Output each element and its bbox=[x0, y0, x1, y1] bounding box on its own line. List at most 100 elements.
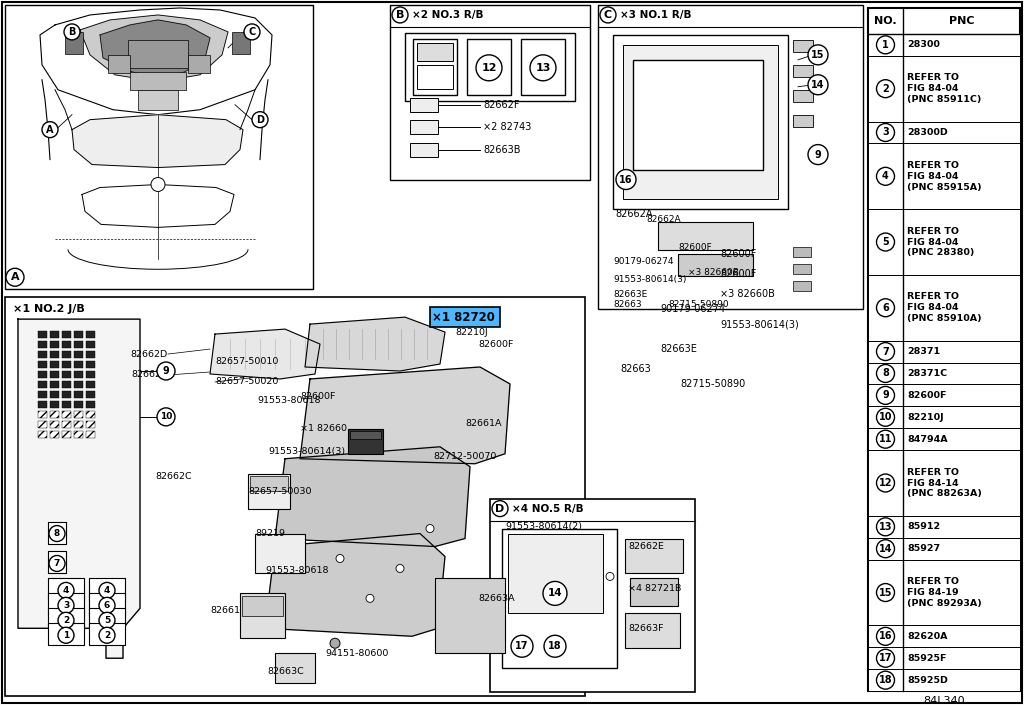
Text: 17: 17 bbox=[515, 641, 528, 651]
Text: 82715-50890: 82715-50890 bbox=[680, 379, 745, 389]
Circle shape bbox=[63, 24, 80, 40]
Circle shape bbox=[157, 408, 175, 426]
Bar bbox=[50, 391, 59, 398]
Text: 85925D: 85925D bbox=[907, 676, 948, 684]
Text: 82600F: 82600F bbox=[478, 339, 513, 349]
Bar bbox=[868, 385, 1020, 407]
Text: 13: 13 bbox=[536, 63, 551, 73]
Circle shape bbox=[877, 124, 895, 141]
Circle shape bbox=[808, 75, 828, 95]
Text: 94151-80600: 94151-80600 bbox=[325, 649, 388, 658]
Bar bbox=[188, 55, 210, 73]
Text: 90179-06274: 90179-06274 bbox=[660, 304, 725, 314]
Bar bbox=[86, 351, 95, 358]
Text: REFER TO
FIG 84-04
(PNC 28380): REFER TO FIG 84-04 (PNC 28380) bbox=[907, 227, 975, 257]
Bar bbox=[348, 429, 383, 454]
Text: 89219: 89219 bbox=[255, 529, 285, 538]
Bar bbox=[50, 411, 59, 418]
Text: 5: 5 bbox=[882, 237, 889, 247]
Text: 91553-80614(3): 91553-80614(3) bbox=[613, 275, 686, 284]
Circle shape bbox=[606, 573, 614, 580]
Text: ×1 NO.2 J/B: ×1 NO.2 J/B bbox=[13, 304, 85, 314]
Circle shape bbox=[58, 583, 74, 598]
Bar bbox=[868, 626, 1020, 648]
Polygon shape bbox=[100, 20, 210, 78]
Circle shape bbox=[336, 554, 344, 563]
Bar bbox=[48, 578, 84, 600]
Text: ×1 82720: ×1 82720 bbox=[432, 310, 495, 324]
Bar bbox=[86, 371, 95, 378]
Circle shape bbox=[877, 474, 895, 492]
Bar bbox=[48, 608, 84, 630]
Polygon shape bbox=[40, 8, 272, 115]
Bar bbox=[793, 264, 811, 274]
Bar bbox=[410, 143, 438, 156]
Text: REFER TO
FIG 84-04
(PNC 85915A): REFER TO FIG 84-04 (PNC 85915A) bbox=[907, 161, 982, 192]
Bar bbox=[868, 516, 1020, 538]
Bar bbox=[50, 401, 59, 408]
Bar bbox=[48, 551, 66, 573]
Text: 12: 12 bbox=[879, 478, 892, 488]
Text: 9: 9 bbox=[163, 366, 169, 376]
Text: 28371: 28371 bbox=[907, 347, 940, 356]
Circle shape bbox=[877, 343, 895, 361]
Text: 15: 15 bbox=[879, 588, 892, 597]
Circle shape bbox=[877, 649, 895, 667]
Circle shape bbox=[42, 122, 58, 138]
Bar bbox=[868, 450, 1020, 516]
Bar bbox=[658, 223, 753, 250]
Text: 82657-50020: 82657-50020 bbox=[215, 378, 279, 387]
Text: 18: 18 bbox=[548, 641, 562, 651]
Circle shape bbox=[877, 36, 895, 54]
Circle shape bbox=[49, 556, 65, 571]
Text: ×4 NO.5 R/B: ×4 NO.5 R/B bbox=[512, 503, 584, 513]
Text: 82715-50890: 82715-50890 bbox=[668, 300, 729, 309]
Circle shape bbox=[58, 627, 74, 643]
Circle shape bbox=[877, 365, 895, 382]
Bar bbox=[74, 361, 83, 368]
Text: B: B bbox=[396, 10, 404, 20]
Text: 82662D: 82662D bbox=[131, 349, 168, 358]
Text: 14: 14 bbox=[548, 588, 562, 598]
Bar bbox=[89, 593, 125, 615]
Bar bbox=[74, 421, 83, 428]
Text: 2: 2 bbox=[882, 83, 889, 93]
Bar bbox=[232, 32, 250, 54]
Text: 18: 18 bbox=[879, 675, 892, 685]
Circle shape bbox=[877, 431, 895, 448]
Text: 82662F: 82662F bbox=[483, 100, 519, 110]
Bar bbox=[89, 608, 125, 630]
Text: 7: 7 bbox=[882, 346, 889, 356]
Bar bbox=[86, 401, 95, 408]
Text: 10: 10 bbox=[160, 412, 172, 421]
Bar bbox=[86, 421, 95, 428]
Text: 91553-80618: 91553-80618 bbox=[257, 397, 321, 405]
Bar bbox=[62, 341, 71, 348]
Circle shape bbox=[492, 501, 508, 517]
Bar bbox=[502, 529, 617, 668]
Circle shape bbox=[544, 636, 566, 658]
Text: PNC: PNC bbox=[949, 16, 974, 26]
Circle shape bbox=[99, 612, 115, 629]
Text: 9: 9 bbox=[882, 390, 889, 400]
Circle shape bbox=[877, 80, 895, 98]
Text: 1: 1 bbox=[62, 631, 70, 640]
Bar bbox=[868, 670, 1020, 691]
Text: 82600F: 82600F bbox=[720, 250, 757, 259]
Text: ×1 82660: ×1 82660 bbox=[300, 424, 347, 433]
Text: ×2 82743: ×2 82743 bbox=[483, 122, 531, 132]
Text: 10: 10 bbox=[879, 412, 892, 422]
Text: 82661A: 82661A bbox=[465, 419, 502, 428]
Bar bbox=[62, 431, 71, 438]
Text: ×3 82660B: ×3 82660B bbox=[688, 268, 739, 276]
Text: ×3 NO.1 R/B: ×3 NO.1 R/B bbox=[620, 10, 691, 20]
Bar bbox=[62, 351, 71, 358]
Circle shape bbox=[49, 525, 65, 542]
Bar bbox=[50, 351, 59, 358]
Bar bbox=[86, 361, 95, 368]
Bar bbox=[625, 539, 683, 573]
Bar bbox=[430, 307, 500, 327]
Polygon shape bbox=[275, 447, 470, 547]
Text: REFER TO
FIG 84-19
(PNC 89293A): REFER TO FIG 84-19 (PNC 89293A) bbox=[907, 578, 982, 608]
Bar bbox=[417, 43, 453, 61]
